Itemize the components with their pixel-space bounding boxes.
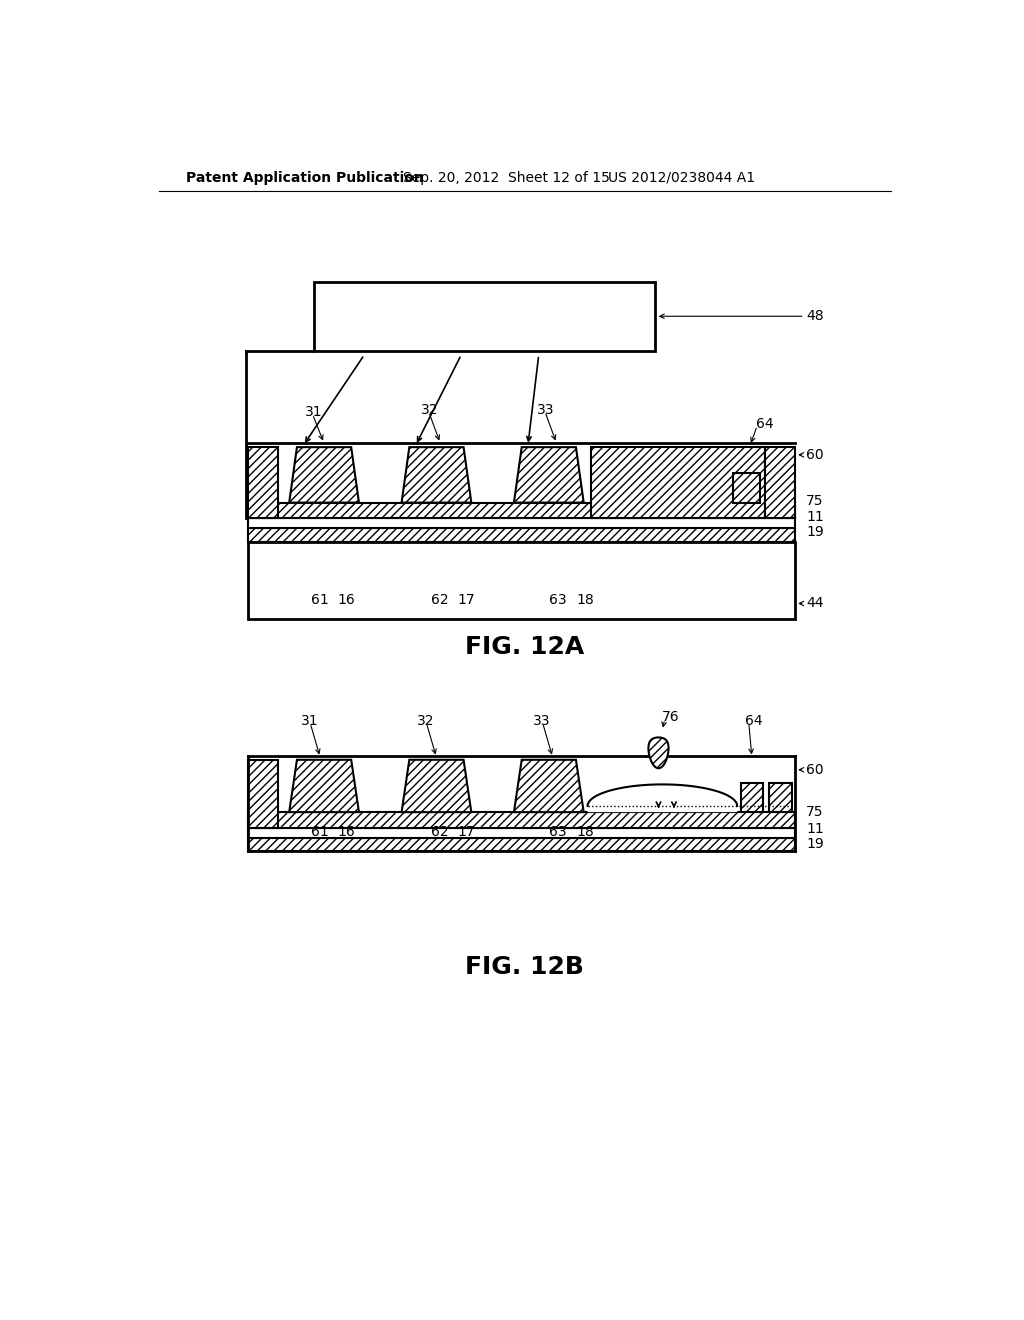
Polygon shape [401, 760, 471, 812]
Polygon shape [648, 738, 669, 768]
Bar [248, 838, 795, 851]
Text: 60: 60 [806, 447, 823, 462]
Text: 60: 60 [806, 763, 823, 776]
Text: 62: 62 [431, 825, 449, 840]
Text: 63: 63 [549, 593, 566, 607]
Text: 31: 31 [305, 405, 323, 420]
Text: 17: 17 [457, 593, 475, 607]
Text: 16: 16 [338, 825, 355, 840]
Bar [248, 760, 278, 828]
Text: 76: 76 [663, 710, 680, 725]
Text: 48: 48 [806, 309, 823, 323]
Bar [248, 543, 795, 619]
Bar [248, 447, 278, 517]
Bar [248, 503, 795, 517]
Text: 33: 33 [534, 714, 551, 729]
Bar [592, 447, 765, 517]
Polygon shape [401, 447, 471, 503]
Bar [248, 528, 795, 543]
Bar [769, 783, 793, 812]
Text: 44: 44 [806, 597, 823, 610]
Bar [314, 281, 655, 351]
Text: Patent Application Publication: Patent Application Publication [186, 170, 424, 185]
Text: 19: 19 [806, 837, 824, 851]
Text: 11: 11 [806, 510, 824, 524]
Text: 18: 18 [577, 825, 594, 840]
Text: 64: 64 [756, 417, 773, 432]
Polygon shape [289, 447, 359, 503]
Bar [765, 447, 795, 517]
Text: 16: 16 [338, 593, 355, 607]
Bar [741, 783, 763, 812]
Text: 62: 62 [431, 593, 449, 607]
Bar [248, 812, 795, 828]
Text: 17: 17 [457, 825, 475, 840]
Text: 32: 32 [417, 714, 434, 729]
Text: 11: 11 [806, 821, 824, 836]
Text: 31: 31 [301, 714, 318, 729]
Text: 47: 47 [500, 294, 517, 308]
Text: 33: 33 [538, 403, 555, 417]
Text: 45: 45 [317, 294, 336, 308]
Text: 61: 61 [311, 593, 329, 607]
Bar [732, 474, 760, 503]
Text: 64: 64 [744, 714, 763, 729]
Text: FIG. 12B: FIG. 12B [465, 954, 585, 979]
Text: 46: 46 [419, 294, 436, 308]
Text: 75: 75 [806, 494, 823, 508]
Text: 18: 18 [577, 593, 594, 607]
Text: 32: 32 [421, 403, 438, 417]
Polygon shape [514, 447, 584, 503]
Text: 61: 61 [311, 825, 329, 840]
Polygon shape [289, 760, 359, 812]
Text: 63: 63 [549, 825, 566, 840]
Text: FIG. 12A: FIG. 12A [465, 635, 585, 660]
Text: Sep. 20, 2012  Sheet 12 of 15: Sep. 20, 2012 Sheet 12 of 15 [403, 170, 610, 185]
Bar [248, 828, 795, 838]
Polygon shape [514, 760, 584, 812]
Text: US 2012/0238044 A1: US 2012/0238044 A1 [608, 170, 756, 185]
Polygon shape [588, 784, 737, 812]
Text: 75: 75 [806, 805, 823, 820]
Bar [248, 517, 795, 528]
Text: 19: 19 [806, 525, 824, 539]
